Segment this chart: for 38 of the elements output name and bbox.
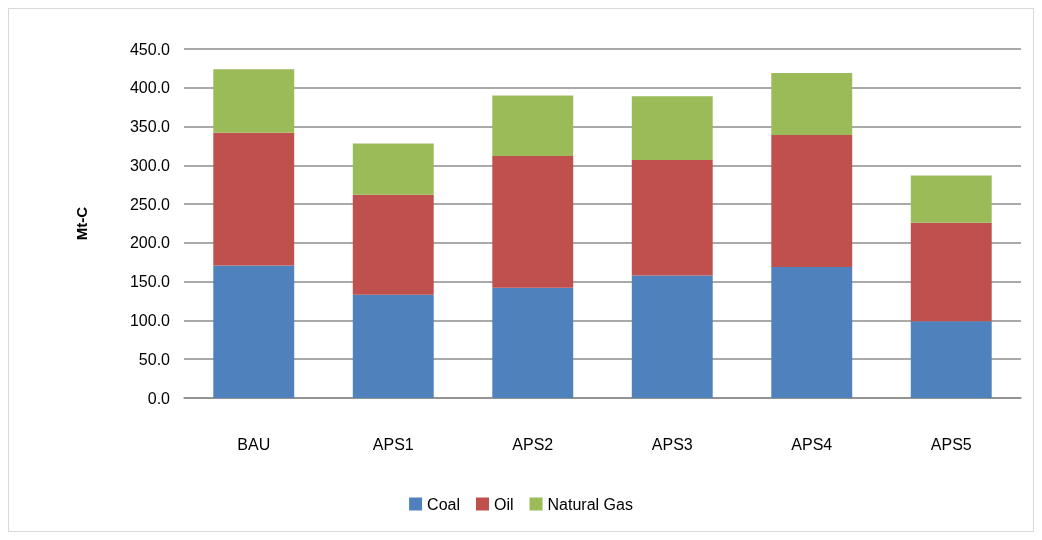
legend-label: Oil [493, 495, 514, 513]
bar [213, 132, 295, 266]
y-tick-label: 250.0 [129, 195, 171, 213]
y-tick-label: 100.0 [129, 311, 171, 329]
bar [771, 135, 853, 267]
x-tick-label: APS5 [930, 435, 972, 453]
bar [213, 265, 295, 398]
bar [631, 96, 713, 160]
bar [492, 287, 574, 398]
x-tick-label: APS4 [791, 435, 833, 453]
bar [492, 95, 574, 157]
y-tick-label: 200.0 [129, 234, 171, 252]
y-tick-label: 400.0 [129, 79, 171, 97]
bar [910, 175, 992, 223]
x-tick-label: APS1 [372, 435, 414, 453]
bar [213, 69, 295, 133]
legend-label: Natural Gas [547, 495, 633, 513]
y-tick-label: 150.0 [129, 273, 171, 291]
x-tick-label: APS2 [512, 435, 554, 453]
bar [771, 266, 853, 398]
bar [352, 194, 434, 295]
y-tick-label: 300.0 [129, 156, 171, 174]
y-tick-label: 0.0 [147, 389, 171, 407]
bar [910, 222, 992, 322]
y-tick-label: 450.0 [129, 40, 171, 58]
y-tick-label: 350.0 [129, 118, 171, 136]
y-tick-label: 50.0 [138, 350, 171, 368]
bar [631, 159, 713, 276]
bar [631, 275, 713, 398]
bar [492, 156, 574, 288]
x-tick-label: APS3 [651, 435, 693, 453]
x-tick-label: BAU [237, 435, 271, 453]
bar [352, 294, 434, 398]
y-axis-title: Mt-C [73, 206, 90, 241]
bar [771, 73, 853, 136]
bar [910, 321, 992, 398]
bar [352, 143, 434, 195]
legend-label: Coal [427, 495, 460, 513]
